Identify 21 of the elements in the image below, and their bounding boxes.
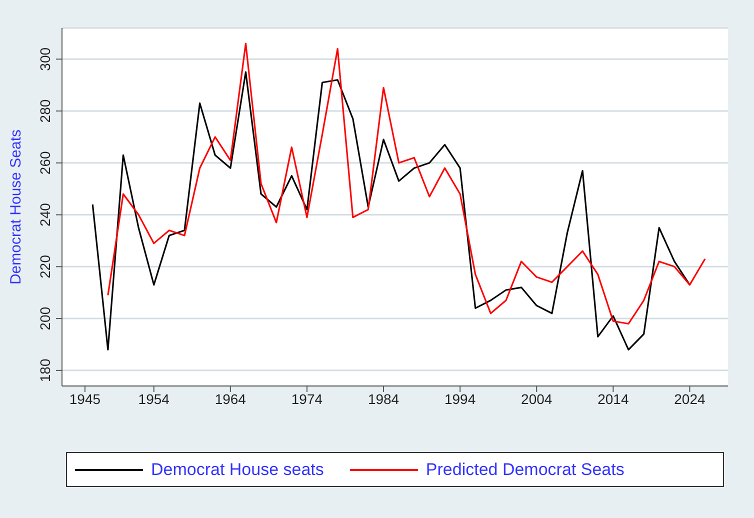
- x-tick-label: 1984: [368, 390, 400, 407]
- y-tick-label: 220: [37, 254, 53, 278]
- x-tick-label: 1945: [69, 390, 101, 407]
- x-tick-label: 1954: [138, 390, 170, 407]
- x-tick-label: 1994: [444, 390, 476, 407]
- line-series: [92, 71, 691, 350]
- y-tick-label: 280: [37, 99, 53, 123]
- y-tick-label: 240: [37, 202, 53, 226]
- y-tick-label: 180: [37, 358, 53, 382]
- x-tick-label: 2014: [598, 390, 629, 407]
- x-tick-label: 1974: [291, 390, 323, 407]
- y-axis-title: Democrat House Seats: [7, 129, 24, 285]
- y-tick-label: 300: [37, 47, 53, 71]
- line-series: [107, 42, 706, 325]
- y-tick-label: 260: [37, 151, 53, 175]
- x-tick-label: 1964: [214, 390, 246, 407]
- x-tick-label: 2024: [674, 390, 706, 407]
- legend-label: Democrat House seats: [151, 460, 324, 480]
- legend-label: Predicted Democrat Seats: [426, 460, 624, 480]
- x-tick-label: 2004: [521, 390, 552, 407]
- y-tick-label: 200: [37, 306, 53, 330]
